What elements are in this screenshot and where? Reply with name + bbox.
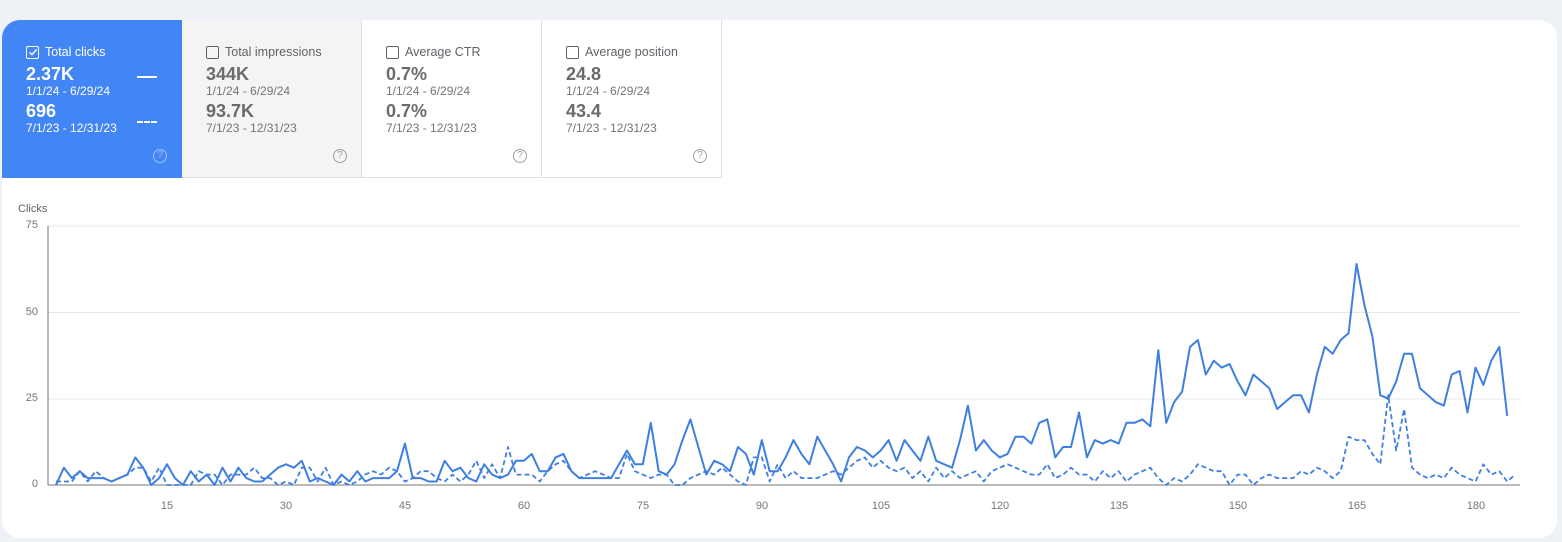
x-tick: 135 <box>1109 500 1129 512</box>
x-tick: 30 <box>279 500 293 512</box>
metric-cards: Total clicks 2.37K 1/1/24 - 6/29/24 696 … <box>2 20 722 178</box>
x-tick: 60 <box>517 500 531 512</box>
x-tick: 45 <box>398 500 412 512</box>
metric-card-total-impressions[interactable]: Total impressions 344K 1/1/24 - 6/29/24 … <box>182 20 362 178</box>
checkbox-unchecked-icon[interactable] <box>566 45 579 59</box>
x-tick: 150 <box>1228 500 1248 512</box>
metric-card-average-position[interactable]: Average position 24.8 1/1/24 - 6/29/24 4… <box>542 20 722 178</box>
x-tick: 120 <box>990 500 1010 512</box>
y-axis-title: Clicks <box>18 203 48 215</box>
metric-card-total-clicks[interactable]: Total clicks 2.37K 1/1/24 - 6/29/24 696 … <box>2 20 182 178</box>
metric-range-current: 1/1/24 - 6/29/24 <box>386 84 471 98</box>
metric-range-current: 1/1/24 - 6/29/24 <box>26 84 111 98</box>
clicks-line-chart[interactable] <box>2 20 1557 538</box>
metric-value-previous: 0.7% <box>386 101 428 121</box>
help-icon[interactable]: ? <box>333 149 347 163</box>
legend-solid-line-icon <box>137 76 157 78</box>
metric-label: Total impressions <box>225 45 322 59</box>
metric-range-previous: 7/1/23 - 12/31/23 <box>566 121 657 135</box>
performance-card: Total clicks 2.37K 1/1/24 - 6/29/24 696 … <box>2 20 1557 538</box>
checkbox-unchecked-icon[interactable] <box>386 45 399 59</box>
metric-value-current: 24.8 <box>566 64 602 84</box>
metric-value-current: 2.37K <box>26 64 75 84</box>
series-current-period-solid <box>55 263 1509 486</box>
metric-value-previous: 696 <box>26 101 57 121</box>
metric-label: Average position <box>585 45 678 59</box>
x-tick: 75 <box>636 500 650 512</box>
metric-range-current: 1/1/24 - 6/29/24 <box>566 84 651 98</box>
x-tick: 90 <box>755 500 769 512</box>
y-tick: 75 <box>25 219 38 231</box>
x-tick: 165 <box>1347 500 1367 512</box>
help-icon[interactable]: ? <box>153 149 167 163</box>
x-tick: 105 <box>871 500 891 512</box>
x-tick: 180 <box>1466 500 1486 512</box>
checkbox-checked-icon[interactable] <box>26 45 39 59</box>
metric-range-previous: 7/1/23 - 12/31/23 <box>206 121 297 135</box>
y-tick: 25 <box>25 392 38 404</box>
legend-dashed-line-icon <box>137 121 157 123</box>
metric-range-previous: 7/1/23 - 12/31/23 <box>386 121 477 135</box>
metric-value-current: 344K <box>206 64 250 84</box>
metric-label: Average CTR <box>405 45 481 59</box>
metric-range-previous: 7/1/23 - 12/31/23 <box>26 121 117 135</box>
checkbox-unchecked-icon[interactable] <box>206 45 219 59</box>
metric-range-current: 1/1/24 - 6/29/24 <box>206 84 291 98</box>
y-tick: 50 <box>25 306 38 318</box>
gridlines <box>48 225 1520 400</box>
y-tick: 0 <box>31 478 38 490</box>
x-tick: 15 <box>160 500 174 512</box>
metric-label: Total clicks <box>45 45 106 59</box>
help-icon[interactable]: ? <box>513 149 527 163</box>
help-icon[interactable]: ? <box>693 149 707 163</box>
metric-value-previous: 43.4 <box>566 101 602 121</box>
metric-value-current: 0.7% <box>386 64 428 84</box>
metric-value-previous: 93.7K <box>206 101 255 121</box>
series-previous-period-dashed <box>56 394 1516 486</box>
metric-card-average-ctr[interactable]: Average CTR 0.7% 1/1/24 - 6/29/24 0.7% 7… <box>362 20 542 178</box>
